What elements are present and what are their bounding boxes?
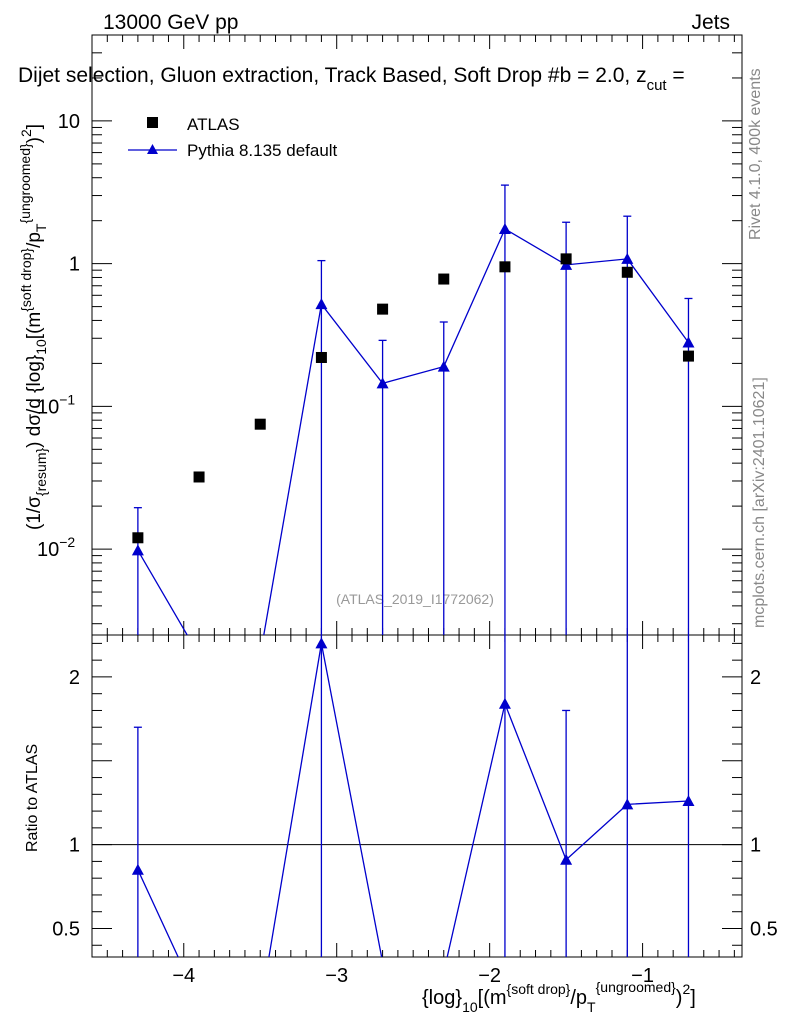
legend-data-label: ATLAS bbox=[187, 115, 240, 134]
main-mc-series bbox=[131, 184, 695, 660]
mc-point bbox=[315, 298, 328, 310]
mc-point bbox=[254, 649, 266, 660]
data-point bbox=[132, 532, 144, 544]
ratio-y-axis-label: Ratio to ATLAS bbox=[24, 744, 41, 852]
main-y-axis-label: (1/σ{resum}) dσ/d {log}10[(m{soft drop}/… bbox=[17, 124, 49, 530]
data-point bbox=[377, 303, 389, 315]
main-y-axis: 10−2 10−1 1 10 bbox=[37, 34, 742, 625]
energy-label: 13000 GeV pp bbox=[103, 11, 238, 34]
x-tick-label: −2 bbox=[478, 965, 501, 987]
ratio-point bbox=[131, 863, 144, 875]
legend-mc-marker bbox=[147, 144, 158, 154]
ratio-point bbox=[498, 697, 511, 709]
x-tick-label: −4 bbox=[172, 965, 195, 987]
data-point bbox=[193, 471, 205, 483]
ratio-point bbox=[621, 798, 634, 810]
main-data-series bbox=[132, 253, 694, 544]
ratio-y-tick-label: 2 bbox=[69, 667, 80, 689]
mc-point bbox=[437, 360, 450, 372]
x-tick-label: −1 bbox=[631, 965, 654, 987]
data-point bbox=[682, 350, 694, 362]
x-tick-label: −3 bbox=[325, 965, 348, 987]
data-point bbox=[438, 273, 450, 285]
data-point bbox=[499, 261, 511, 273]
x-axis-label: {log}10[(m{soft drop}/pT{ungroomed})2] bbox=[422, 979, 696, 1015]
mc-point bbox=[498, 222, 511, 234]
ratio-point bbox=[315, 637, 328, 649]
ratio-point bbox=[560, 853, 573, 865]
main-y-tick-label: 10−2 bbox=[37, 534, 75, 561]
data-point bbox=[315, 351, 327, 363]
main-y-tick-label: 10 bbox=[58, 111, 80, 133]
data-point bbox=[254, 418, 266, 430]
legend: ATLAS Pythia 8.135 default bbox=[128, 115, 338, 160]
ratio-y-tick-label-right: 1 bbox=[750, 835, 761, 857]
ratio-line bbox=[137, 643, 689, 957]
data-point bbox=[560, 253, 572, 265]
mc-point bbox=[682, 336, 695, 348]
legend-mc-label: Pythia 8.135 default bbox=[187, 141, 338, 160]
mc-point bbox=[131, 544, 144, 556]
mc-point bbox=[376, 377, 389, 389]
main-y-tick-label: 1 bbox=[69, 254, 80, 276]
analysis-id: (ATLAS_2019_I1772062) bbox=[336, 591, 494, 607]
ratio-y-axis: 0.5 0.5 1 1 2 2 bbox=[52, 642, 778, 946]
legend-data-marker bbox=[147, 117, 158, 128]
rivet-version-label: Rivet 4.1.0, 400k events bbox=[747, 68, 764, 240]
ratio-y-tick-label-right: 2 bbox=[750, 667, 761, 689]
ratio-mc-series bbox=[131, 635, 695, 957]
ratio-point bbox=[682, 795, 695, 807]
mc-line bbox=[137, 228, 689, 635]
main-y-tick-label: 10−1 bbox=[37, 391, 75, 418]
mc-point bbox=[193, 649, 205, 660]
mc-point bbox=[560, 258, 573, 270]
ratio-panel-frame bbox=[91, 634, 743, 958]
data-point bbox=[621, 266, 633, 278]
mc-point bbox=[621, 252, 634, 264]
plot-title: Dijet selection, Gluon extraction, Track… bbox=[18, 64, 685, 94]
ratio-y-tick-label: 1 bbox=[69, 835, 80, 857]
ratio-y-tick-label-right: 0.5 bbox=[750, 918, 778, 940]
process-label: Jets bbox=[691, 11, 730, 34]
mcplots-label: mcplots.cern.ch [arXiv:2401.10621] bbox=[751, 377, 768, 628]
ratio-y-tick-label: 0.5 bbox=[52, 918, 80, 940]
